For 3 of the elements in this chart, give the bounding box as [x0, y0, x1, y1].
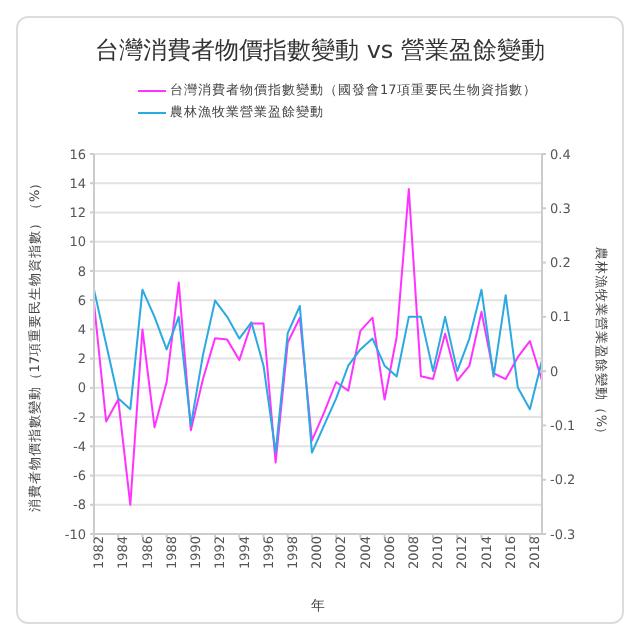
line-series — [94, 288, 542, 454]
chart-title: 台灣消費者物價指數變動 vs 營業盈餘變動 — [93, 34, 547, 68]
line-series — [94, 188, 542, 506]
